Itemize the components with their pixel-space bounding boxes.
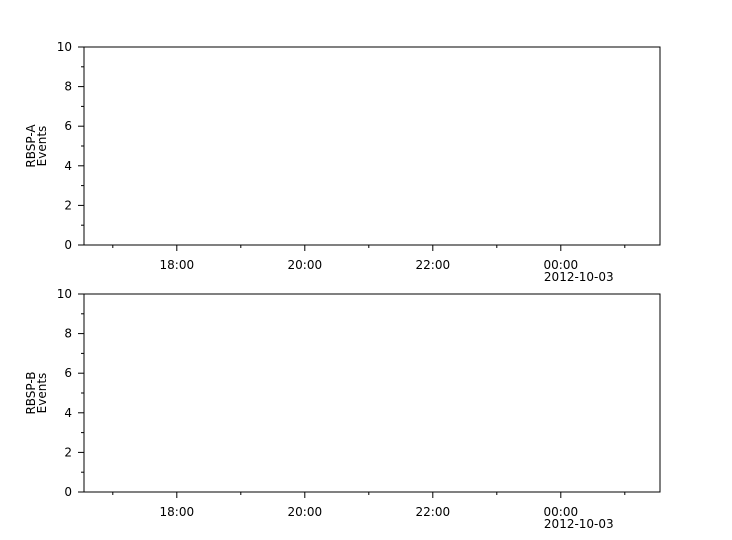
x-tick-date-label: 2012-10-03 [544, 270, 614, 284]
plot-frame [83, 293, 661, 493]
x-tick-label: 22:00 [416, 258, 451, 272]
y-tick-label: 6 [64, 366, 72, 380]
x-tick-label: 20:00 [288, 505, 323, 519]
y-axis-label: Events [35, 373, 49, 414]
y-tick-label: 4 [64, 406, 72, 420]
y-tick-label: 2 [64, 198, 72, 212]
x-tick-label: 18:00 [160, 505, 195, 519]
y-tick-label: 2 [64, 445, 72, 459]
y-tick-label: 8 [64, 80, 72, 94]
y-tick-label: 6 [64, 119, 72, 133]
y-tick-label: 0 [64, 485, 72, 499]
y-axis-label: RBSP-A [24, 124, 38, 168]
y-tick-label: 0 [64, 238, 72, 252]
x-tick-label: 00:00 [544, 505, 579, 519]
y-axis-label: RBSP-B [24, 371, 38, 414]
plot-frame [83, 46, 661, 246]
x-tick-label: 22:00 [416, 505, 451, 519]
y-tick-label: 10 [57, 40, 72, 54]
y-tick-label: 4 [64, 159, 72, 173]
y-tick-label: 8 [64, 327, 72, 341]
y-tick-label: 10 [57, 287, 72, 301]
x-tick-label: 20:00 [288, 258, 323, 272]
y-axis-label: Events [35, 126, 49, 167]
x-tick-label: 18:00 [160, 258, 195, 272]
x-tick-label: 00:00 [544, 258, 579, 272]
x-tick-date-label: 2012-10-03 [544, 517, 614, 531]
